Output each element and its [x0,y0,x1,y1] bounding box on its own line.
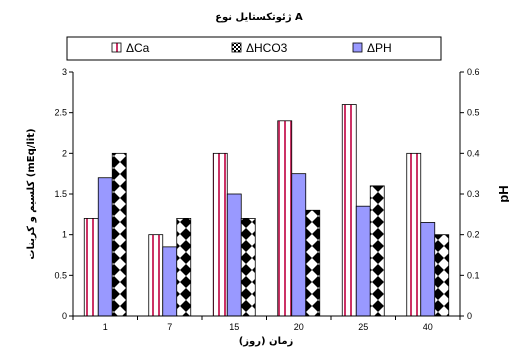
y-tick-label: 0 [62,311,67,321]
legend-label-ph: ΔPH [367,41,392,55]
bar-ca-15 [212,152,228,317]
x-tick-label: 1 [103,322,108,332]
bar-hco3-25 [369,185,385,317]
bar-ca-40 [406,152,422,317]
y2-tick-label: 0.4 [467,148,480,158]
bar-ph-20 [291,173,307,317]
bar-ph-40 [420,222,436,317]
bar-ca-20 [277,120,293,317]
legend-swatch-ph [352,42,363,53]
legend-frame [66,36,442,61]
legend-item-ca: ΔCa [111,41,150,55]
bar-ca-25 [341,104,357,317]
legend-item-ph: ΔPH [352,41,392,55]
legend-item-hco3: ΔHCO3 [231,41,288,55]
plot-area: 1 7 15 20 25 40 0 0.5 1 1.5 2 2.5 3 0 0.1 0.2 0.3 0.4 0.5 0… [54,67,479,332]
y-tick-label: 0.5 [54,270,67,280]
x-tick-label: 15 [229,322,239,332]
y2-tick-label: 0.5 [467,108,480,118]
y-tick-label: 1.5 [54,189,67,199]
bar-ca-1 [83,217,99,317]
x-tick-label: 7 [167,322,172,332]
legend: ΔCa ΔHCO3 ΔPH [66,36,442,61]
x-tick-label: 20 [294,322,304,332]
bar-hco3-40 [434,234,450,317]
y2-axis-label: pH [496,185,509,202]
chart-title: ژئوتکستایل نوع A [215,12,303,23]
legend-label-ca: ΔCa [126,41,150,55]
y-axis-label: کلسیم و کربنات (mEq/lit) [26,128,37,259]
legend-label-hco3: ΔHCO3 [246,41,288,55]
x-axis-label: زمان (روز) [239,336,294,347]
bar-hco3-15 [240,217,256,317]
y-tick-label: 2 [62,148,67,158]
bar-ph-7 [162,246,178,317]
bar-hco3-1 [111,152,127,317]
x-tick-label: 25 [358,322,368,332]
y-tick-label: 2.5 [54,108,67,118]
x-tick-label: 40 [423,322,433,332]
y-tick-label: 1 [62,230,67,240]
bar-ca-7 [148,234,164,317]
bar-hco3-20 [305,209,321,317]
y-tick-label: 3 [62,67,67,77]
bar-ph-25 [355,205,371,317]
bar-ph-15 [226,193,242,317]
y2-tick-label: 0 [467,311,472,321]
y2-tick-label: 0.3 [467,189,480,199]
y2-tick-label: 0.6 [467,67,480,77]
bar-hco3-7 [176,217,192,317]
legend-swatch-ca [111,42,122,53]
legend-swatch-hco3 [231,42,242,53]
y2-tick-label: 0.2 [467,230,480,240]
y2-tick-label: 0.1 [467,270,480,280]
bar-ph-1 [97,177,113,317]
